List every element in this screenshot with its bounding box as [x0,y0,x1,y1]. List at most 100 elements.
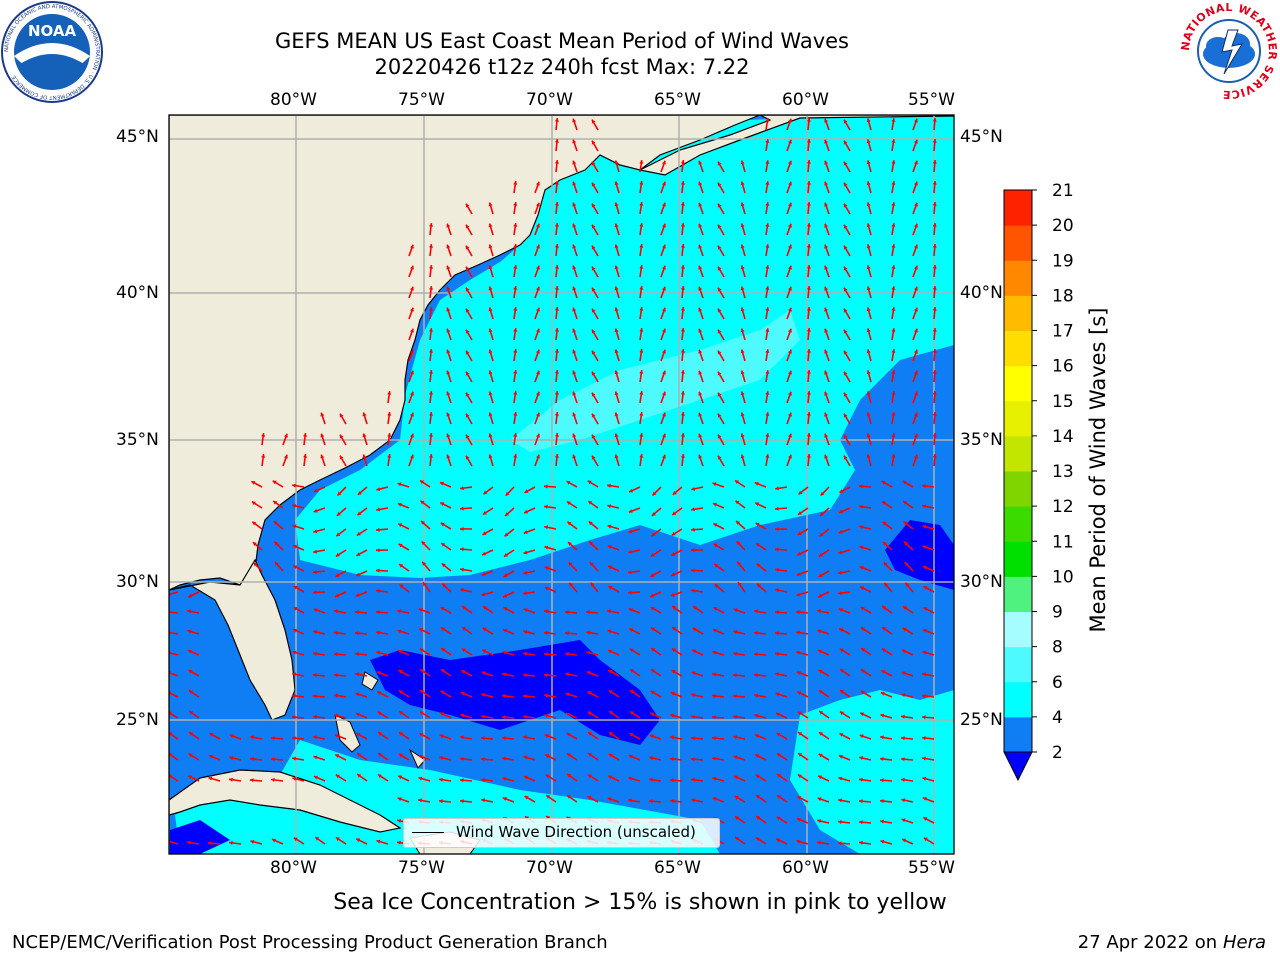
wind-wave-arrowhead [253,562,258,567]
wind-wave-arrowhead [614,160,619,165]
wind-wave-arrowhead [902,649,907,654]
wind-wave-arrowhead [513,370,518,374]
wind-wave-arrowhead [272,838,276,843]
wind-wave-arrowhead [806,286,811,290]
wind-wave-arrowhead [460,547,464,552]
wind-wave-arrowhead [639,454,644,458]
wind-wave-arrowhead [639,160,644,164]
wind-wave-arrowhead [882,606,887,610]
wind-wave-arrowhead [439,481,444,486]
colorbar-title: Mean Period of Wind Waves [s] [1086,307,1110,633]
wind-wave-arrowhead [399,690,403,694]
wind-wave-arrowhead [839,509,843,514]
wind-wave-arrowhead [860,586,865,591]
wind-wave-arrowhead [671,648,676,653]
wind-wave-arrowhead [717,455,722,460]
wind-wave-arrowhead [901,757,905,762]
wind-wave-arrowhead [398,775,403,780]
wind-wave-arrowhead [843,350,848,355]
wind-wave-arrowhead [503,607,508,611]
wind-wave-arrowhead [169,711,172,716]
wind-wave-arrowhead [717,266,722,271]
wind-wave-arrowhead [586,650,591,655]
wind-wave-arrowhead [536,370,540,375]
wind-wave-arrowhead [765,265,770,269]
wind-wave-arrowhead [335,774,340,779]
wind-wave-arrowhead [796,610,800,615]
wind-wave-arrowhead [859,545,864,550]
wind-wave-arrowhead [429,433,434,437]
wind-wave-arrowhead [820,512,824,516]
period-4-6-east [790,690,954,854]
wind-wave-arrowhead [843,371,848,376]
wind-wave-arrowhead [628,509,633,513]
wind-wave-arrowhead [460,778,464,783]
wind-wave-arrowhead [336,512,341,516]
wind-wave-arrowhead [313,673,317,678]
wind-wave-arrowhead [922,650,927,655]
wind-wave-arrowhead [523,630,528,634]
wind-wave-arrowhead [797,774,802,779]
wind-wave-arrowhead [914,286,918,291]
wind-wave-arrowhead [932,265,937,269]
wind-wave-arrowhead [439,756,444,760]
wind-wave-arrowhead [859,820,863,825]
wind-wave-arrowhead [588,521,593,526]
wind-wave-arrowhead [362,454,367,459]
wind-wave-arrowhead [765,181,770,185]
wind-wave-arrowhead [271,777,275,782]
colorbar-tick-label: 18 [1052,286,1074,306]
wind-wave-arrowhead [806,433,811,437]
wind-wave-arrowhead [698,391,703,396]
wind-wave-arrowhead [292,736,296,741]
wind-wave-arrowhead [591,224,596,229]
wind-wave-arrowhead [736,521,740,525]
colorbar-segment [1004,225,1032,261]
wind-wave-arrowhead [652,491,657,496]
wind-wave-arrowhead [806,307,811,311]
wind-wave-arrowhead [481,798,485,803]
wind-wave-arrowhead [439,799,443,804]
wind-wave-arrowhead [482,551,487,556]
wind-wave-arrowhead [572,391,577,396]
wind-wave-arrowhead [901,671,906,676]
wind-wave-arrowhead [524,796,529,800]
wind-wave-arrowhead [775,651,779,656]
wind-wave-arrowhead [554,139,559,143]
wind-wave-arrowhead [566,481,571,485]
wind-wave-arrowhead [639,412,644,416]
colorbar-segment [1004,506,1032,542]
wind-wave-arrowhead [662,412,666,417]
wind-wave-arrowhead [756,543,760,547]
wind-wave-arrowhead [740,370,745,375]
wind-wave-arrowhead [691,798,695,803]
wind-wave-arrowhead [334,609,338,614]
colorbar: 2 4 6 8 9 10 11 12 13 14 15 16 17 18 19 20 21 [1003,181,1074,782]
wind-wave-arrowhead [465,266,470,271]
wind-wave-arrowhead [554,223,559,227]
wind-wave-arrowhead [662,160,666,165]
wind-wave-arrowhead [670,592,675,597]
wind-wave-arrowhead [755,837,760,842]
wind-wave-arrowhead [639,328,644,332]
wind-wave-arrowhead [691,588,695,593]
wind-wave-arrowhead [860,690,865,695]
wind-wave-arrowhead [441,669,446,673]
wind-wave-arrowhead [788,139,792,144]
wind-wave-arrowhead [554,328,559,332]
wind-wave-arrowhead [387,454,392,458]
lon-label-top-80w: 80°W [270,90,317,110]
wind-wave-arrowhead [188,649,192,654]
wind-wave-arrowhead [536,307,540,312]
wind-wave-arrowhead [303,454,308,458]
wind-wave-arrowhead [399,732,404,736]
wind-wave-arrowhead [843,455,848,460]
wind-wave-arrowhead [756,816,761,820]
lat-label-left-40n: 40°N [116,283,159,303]
wind-wave-arrowhead [462,627,467,631]
wind-wave-arrowhead [419,628,424,632]
wind-wave-arrowhead [671,552,676,556]
wind-wave-arrowhead [775,610,779,615]
wind-wave-arrowhead [398,649,402,654]
wind-wave-arrowhead [914,118,918,123]
